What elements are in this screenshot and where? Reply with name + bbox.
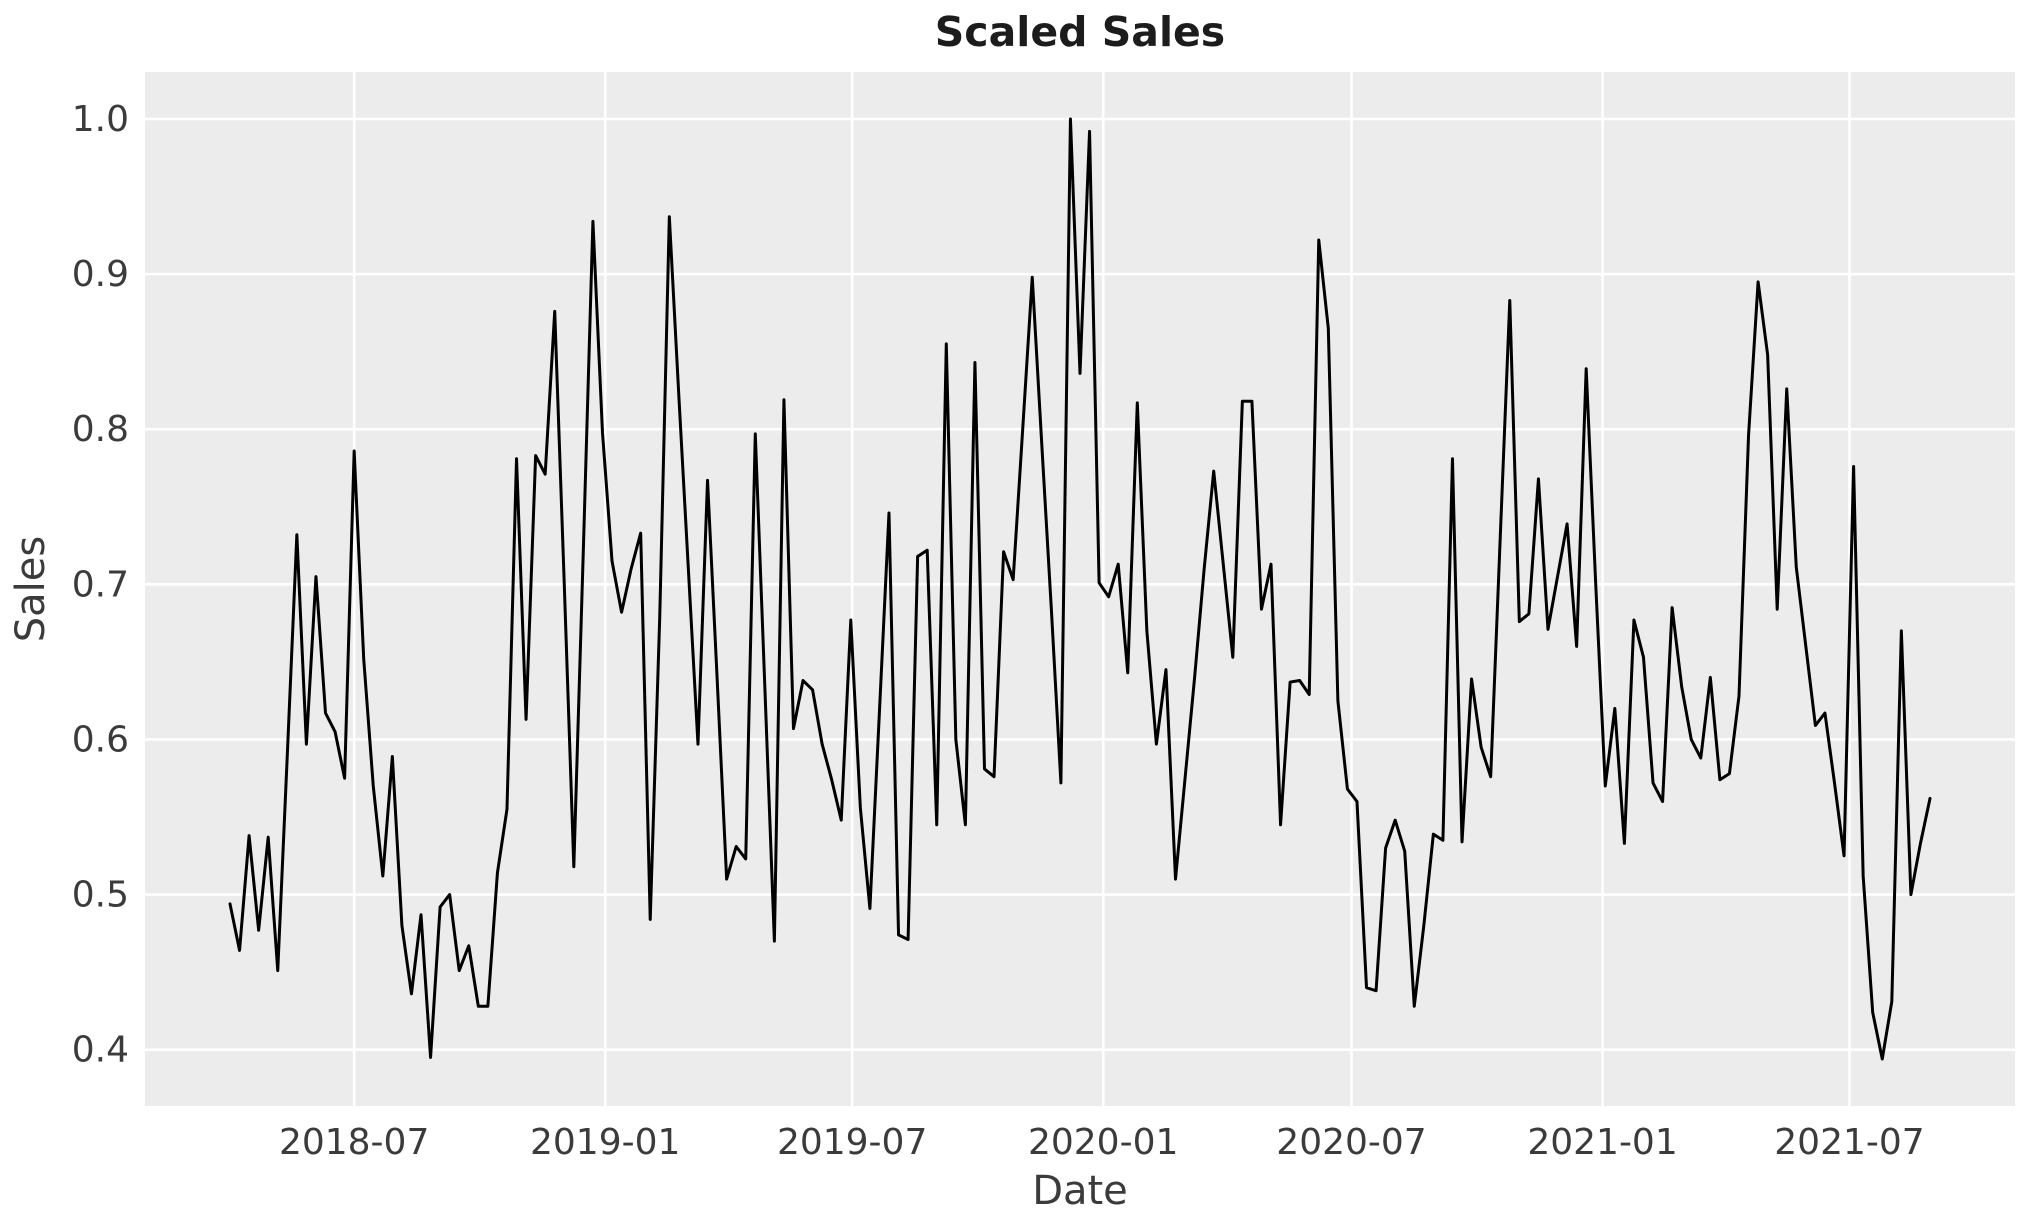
- y-axis-label: Sales: [8, 536, 54, 642]
- y-tick-label: 0.7: [72, 564, 129, 605]
- x-tick-label: 2019-07: [777, 1122, 927, 1163]
- x-axis-label: Date: [1032, 1168, 1128, 1214]
- x-tick-label: 2020-01: [1028, 1122, 1178, 1163]
- chart-title: Scaled Sales: [935, 8, 1225, 56]
- y-tick-label: 0.5: [72, 875, 129, 916]
- y-tick-label: 0.6: [72, 719, 129, 760]
- y-tick-label: 1.0: [72, 99, 129, 140]
- x-tick-labels: 2018-07 2019-01 2019-07 2020-01 2020-07 2021-…: [279, 1122, 1925, 1163]
- x-tick-label: 2020-07: [1276, 1122, 1426, 1163]
- x-tick-label: 2021-07: [1774, 1122, 1924, 1163]
- sales-series-line: [228, 117, 1932, 1061]
- y-tick-label: 0.8: [72, 409, 129, 450]
- x-tick-label: 2018-07: [279, 1122, 429, 1163]
- x-tick-label: 2021-01: [1527, 1122, 1677, 1163]
- y-tick-label: 0.9: [72, 254, 129, 295]
- y-tick-label: 0.4: [72, 1030, 129, 1071]
- x-tick-label: 2019-01: [530, 1122, 680, 1163]
- y-tick-labels: 0.4 0.5 0.6 0.7 0.8 0.9 1.0: [72, 99, 129, 1071]
- plot-area: [145, 72, 2015, 1106]
